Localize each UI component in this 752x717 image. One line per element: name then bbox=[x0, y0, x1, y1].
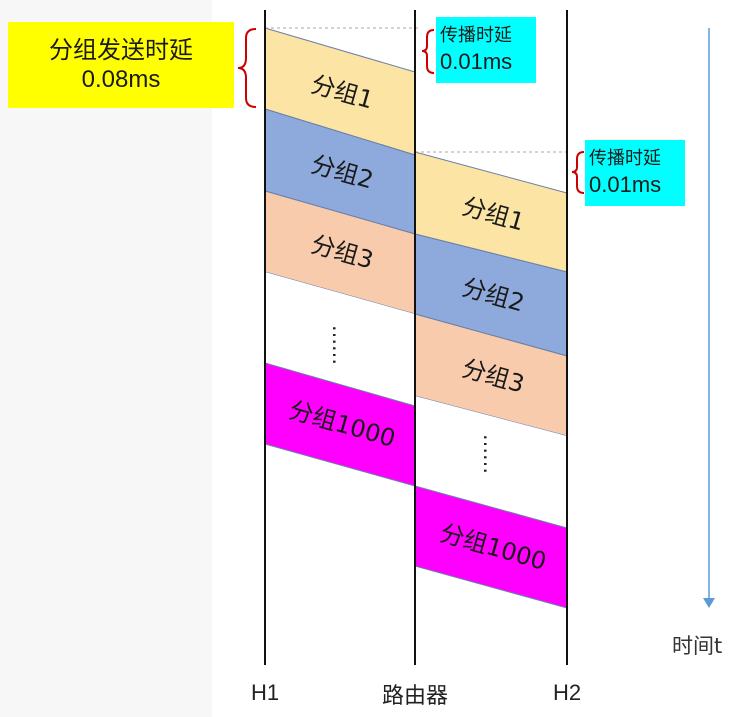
prop-delay-value-2: 0.01ms bbox=[589, 171, 662, 197]
prop-delay-label-1: 传播时延 0.01ms bbox=[436, 17, 536, 83]
transmit-delay-title: 分组发送时延 bbox=[49, 36, 193, 64]
transmit-delay-value: 0.08ms bbox=[81, 66, 161, 93]
prop-delay-title-2: 传播时延 bbox=[589, 148, 661, 169]
time-axis-label: 时间t bbox=[672, 634, 723, 658]
node-label-h1: H1 bbox=[250, 680, 280, 705]
prop-delay-title-1: 传播时延 bbox=[440, 25, 512, 46]
left-panel-bg bbox=[0, 0, 212, 717]
transmit-delay-label: 分组发送时延 0.08ms bbox=[8, 22, 234, 108]
packet-band-router-dots bbox=[415, 396, 567, 528]
packet-ellipsis-h1: …… bbox=[328, 325, 352, 365]
packet-band-h1-dots bbox=[265, 272, 415, 406]
time-axis-arrowhead bbox=[703, 598, 715, 608]
packet-ellipsis-router: …… bbox=[479, 434, 503, 474]
transmit-delay-brace bbox=[237, 28, 257, 108]
prop-delay-value-1: 0.01ms bbox=[440, 48, 513, 74]
node-label-router: 路由器 bbox=[381, 684, 449, 709]
node-label-h2: H2 bbox=[552, 680, 582, 705]
prop-delay-label-2: 传播时延 0.01ms bbox=[585, 140, 685, 206]
prop-delay-brace-1 bbox=[421, 29, 435, 74]
prop-delay-brace-2 bbox=[571, 151, 585, 194]
